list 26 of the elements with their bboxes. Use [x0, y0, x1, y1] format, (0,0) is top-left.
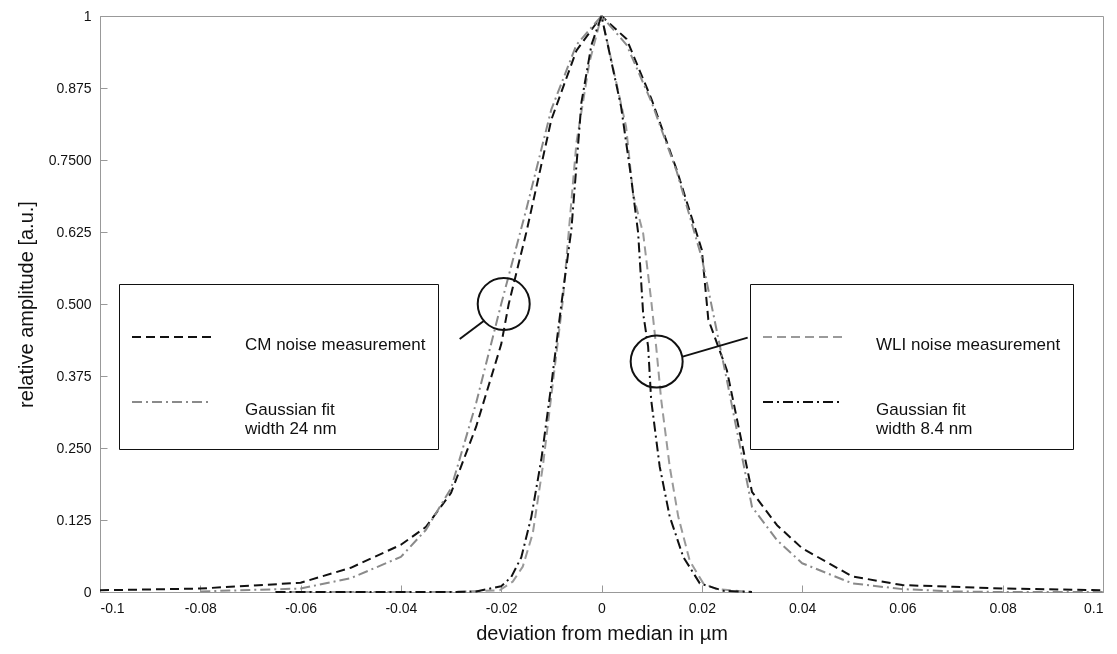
x-tick-label: 0.1	[1084, 599, 1104, 616]
x-tick-label: 0.08	[989, 599, 1018, 616]
x-tick-label: -0.02	[485, 599, 518, 616]
y-tick-label: 1	[83, 7, 92, 24]
legend-label: WLI noise measurement	[876, 335, 1061, 354]
x-tick-label: 0.06	[889, 599, 917, 616]
y-tick-label: 0.125	[56, 511, 92, 528]
x-tick-label: -0.1	[100, 599, 125, 616]
legend-label: Gaussian fit width 24 nm	[244, 400, 337, 438]
x-tick-label: -0.08	[184, 599, 217, 616]
y-tick-label: 0.375	[56, 367, 92, 384]
y-tick-label: 0.625	[56, 223, 92, 240]
legend-label: CM noise measurement	[245, 335, 426, 354]
y-tick-label: 0.500	[56, 295, 92, 312]
x-tick-label: 0.02	[688, 599, 717, 616]
legend-label: Gaussian fit width 8.4 nm	[875, 400, 973, 438]
y-tick-label: 0	[83, 583, 92, 600]
x-tick-label: -0.04	[385, 599, 418, 616]
y-tick-label: 0.875	[56, 79, 92, 96]
x-tick-label: -0.06	[285, 599, 318, 616]
y-tick-label: 0.7500	[48, 151, 92, 168]
y-tick-label: 0.250	[56, 439, 92, 456]
y-axis-title: relative amplitude [a.u.]	[14, 201, 37, 408]
x-tick-label: 0	[598, 599, 607, 616]
x-axis-title: deviation from median in µm	[476, 621, 728, 644]
x-tick-label: 0.04	[788, 599, 817, 616]
